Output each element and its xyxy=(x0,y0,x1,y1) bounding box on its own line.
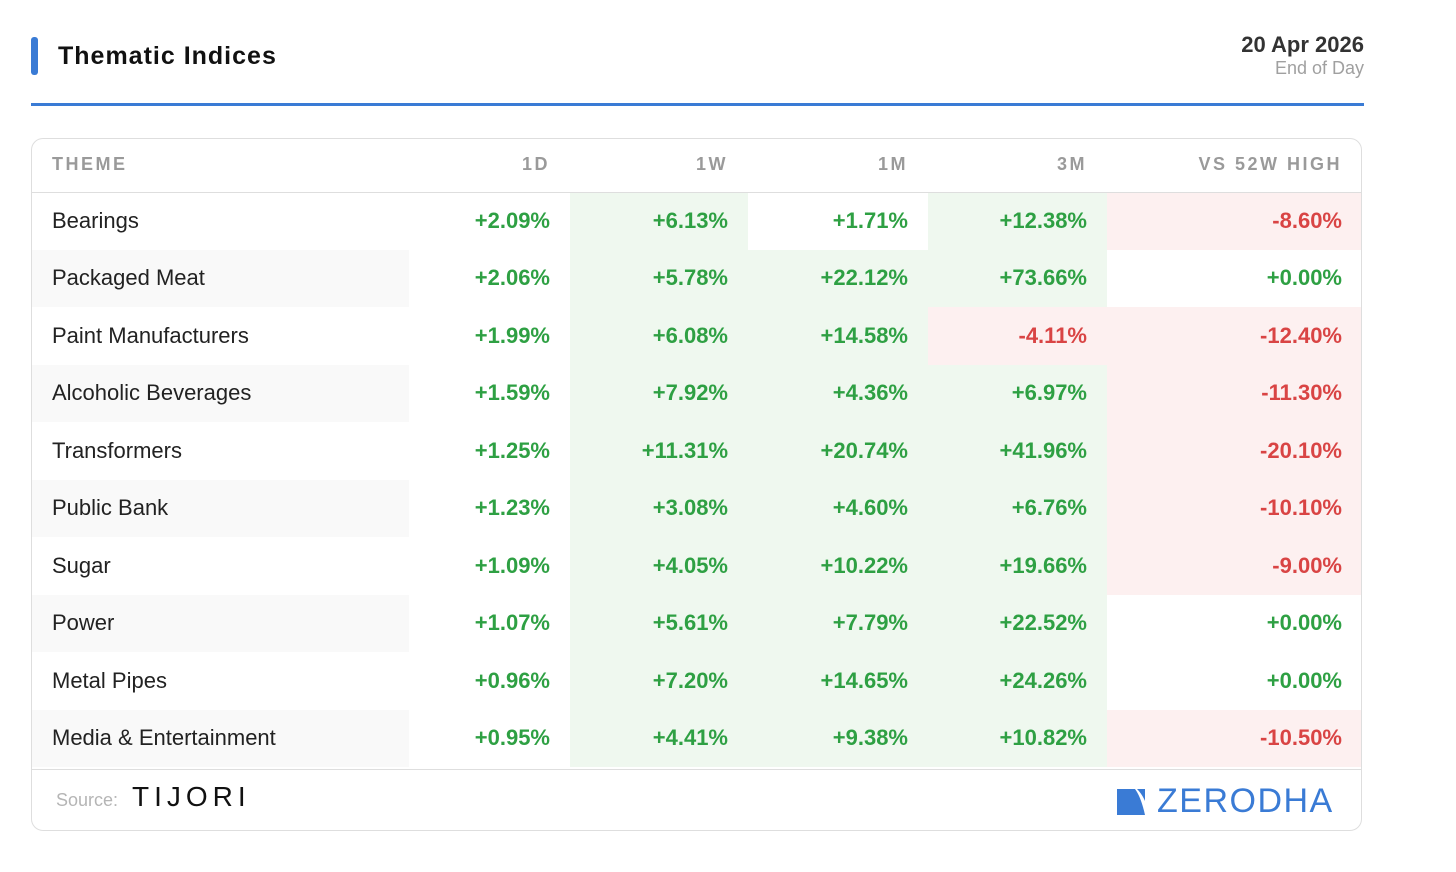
1m-change-cell: +7.79% xyxy=(748,594,928,652)
tijori-logo: TIJORI xyxy=(132,781,251,812)
column-header-1w[interactable]: 1W xyxy=(570,139,748,193)
theme-name-cell: Alcoholic Beverages xyxy=(32,364,409,422)
column-header-3m[interactable]: 3M xyxy=(928,139,1107,193)
table-row[interactable]: Media & Entertainment +0.95% +4.41% +9.38% +… xyxy=(32,709,1361,767)
table-row[interactable]: Alcoholic Beverages +1.59% +7.92% +4.36% +6.… xyxy=(32,364,1361,422)
1w-change-cell: +7.20% xyxy=(570,652,748,710)
column-header-vs-52w-high[interactable]: VS 52W HIGH xyxy=(1107,139,1361,193)
theme-name-cell: Media & Entertainment xyxy=(32,709,409,767)
table-row[interactable]: Sugar +1.09% +4.05% +10.22% +19.66% -9.00% xyxy=(32,537,1361,595)
footer-divider xyxy=(32,769,1361,770)
1m-change-cell: +1.71% xyxy=(832,208,908,233)
1m-change-cell: +14.58% xyxy=(748,307,928,365)
3m-change-cell: +22.52% xyxy=(928,594,1107,652)
table-row[interactable]: Paint Manufacturers +1.99% +6.08% +14.58% -4… xyxy=(32,307,1361,365)
1w-change-cell: +4.41% xyxy=(570,709,748,767)
page-title: Thematic Indices xyxy=(58,42,277,70)
1d-change-cell: +1.23% xyxy=(474,495,550,521)
1d-change-cell: +2.09% xyxy=(474,208,550,233)
table-row[interactable]: Packaged Meat +2.06% +5.78% +22.12% +73.66% +… xyxy=(32,249,1361,307)
indices-table: THEME 1D 1W 1M 3M VS 52W HIGH Bearings +2… xyxy=(32,139,1361,767)
vs-52w-high-change-cell: +0.00% xyxy=(1266,610,1342,636)
3m-change-cell: +73.66% xyxy=(928,249,1107,307)
header-divider xyxy=(31,103,1364,106)
vs-52w-high-change-cell: +0.00% xyxy=(1266,667,1342,693)
end-of-day-label: End of Day xyxy=(1274,58,1364,78)
table-row[interactable]: Metal Pipes +0.96% +7.20% +14.65% +24.26% +0.… xyxy=(32,652,1361,710)
zerodha-logo: ZERODHA xyxy=(1157,782,1334,820)
table-row[interactable]: Transformers +1.25% +11.31% +20.74% +41.96% -… xyxy=(32,422,1361,480)
1w-change-cell: +3.08% xyxy=(570,479,748,537)
vs-52w-high-change-cell: -11.30% xyxy=(1107,364,1361,422)
1m-change-cell: +10.22% xyxy=(748,537,928,595)
1d-change-cell: +1.25% xyxy=(474,437,550,463)
1m-change-cell: +20.74% xyxy=(748,422,928,480)
vs-52w-high-change-cell: -10.10% xyxy=(1107,479,1361,537)
vs-52w-high-change-cell: -10.50% xyxy=(1107,709,1361,767)
column-header-1m[interactable]: 1M xyxy=(748,139,928,193)
table-header-row: THEME 1D 1W 1M 3M VS 52W HIGH xyxy=(32,139,1361,193)
1w-change-cell: +5.78% xyxy=(570,249,748,307)
theme-name-cell: Metal Pipes xyxy=(52,667,167,693)
vs-52w-high-change-cell: -8.60% xyxy=(1107,192,1361,250)
1d-change-cell: +2.06% xyxy=(474,265,550,291)
1d-change-cell: +1.09% xyxy=(474,552,550,578)
1m-change-cell: +22.12% xyxy=(748,249,928,307)
zerodha-logo-icon xyxy=(1117,789,1145,815)
1d-change-cell: +0.95% xyxy=(474,725,550,751)
vs-52w-high-change-cell: -9.00% xyxy=(1107,537,1361,595)
1d-change-cell: +0.96% xyxy=(474,667,550,693)
1m-change-cell: +9.38% xyxy=(748,709,928,767)
1d-change-cell: +1.59% xyxy=(474,380,550,406)
table-row[interactable]: Public Bank +1.23% +3.08% +4.60% +6.76% -10.1… xyxy=(32,479,1361,537)
3m-change-cell: +19.66% xyxy=(928,537,1107,595)
1m-change-cell: +4.36% xyxy=(748,364,928,422)
source-label: Source: xyxy=(56,790,119,810)
vs-52w-high-change-cell: -12.40% xyxy=(1107,307,1361,365)
3m-change-cell: +24.26% xyxy=(928,652,1107,710)
theme-name-cell: Power xyxy=(32,594,409,652)
vs-52w-high-change-cell: +0.00% xyxy=(1266,265,1342,291)
title-accent-bar xyxy=(31,37,38,75)
theme-name-cell: Sugar xyxy=(52,552,111,578)
3m-change-cell: +10.82% xyxy=(928,709,1107,767)
3m-change-cell: +6.76% xyxy=(928,479,1107,537)
1d-change-cell: +1.99% xyxy=(474,322,550,348)
table-row[interactable]: Power +1.07% +5.61% +7.79% +22.52% +0.00% xyxy=(32,594,1361,652)
1m-change-cell: +14.65% xyxy=(748,652,928,710)
3m-change-cell: +41.96% xyxy=(928,422,1107,480)
indices-table-card: THEME 1D 1W 1M 3M VS 52W HIGH Bearings +2… xyxy=(31,138,1362,831)
3m-change-cell: +12.38% xyxy=(928,192,1107,250)
1w-change-cell: +6.13% xyxy=(570,192,748,250)
date-label: 20 Apr 2026 xyxy=(1241,32,1364,57)
3m-change-cell: -4.11% xyxy=(928,307,1107,365)
theme-name-cell: Paint Manufacturers xyxy=(52,322,249,348)
column-header-1d[interactable]: 1D xyxy=(409,139,570,193)
1w-change-cell: +5.61% xyxy=(570,594,748,652)
1w-change-cell: +6.08% xyxy=(570,307,748,365)
theme-name-cell: Packaged Meat xyxy=(32,249,409,307)
theme-name-cell: Public Bank xyxy=(32,479,409,537)
1m-change-cell: +4.60% xyxy=(748,479,928,537)
vs-52w-high-change-cell: -20.10% xyxy=(1107,422,1361,480)
column-header-theme[interactable]: THEME xyxy=(32,139,409,193)
1d-change-cell: +1.07% xyxy=(474,610,550,636)
table-row[interactable]: Bearings +2.09% +6.13% +1.71% +12.38% -8.60% xyxy=(32,192,1361,250)
3m-change-cell: +6.97% xyxy=(928,364,1107,422)
theme-name-cell: Transformers xyxy=(52,437,182,463)
1w-change-cell: +11.31% xyxy=(570,422,748,480)
theme-name-cell: Bearings xyxy=(52,208,139,233)
1w-change-cell: +4.05% xyxy=(570,537,748,595)
1w-change-cell: +7.92% xyxy=(570,364,748,422)
